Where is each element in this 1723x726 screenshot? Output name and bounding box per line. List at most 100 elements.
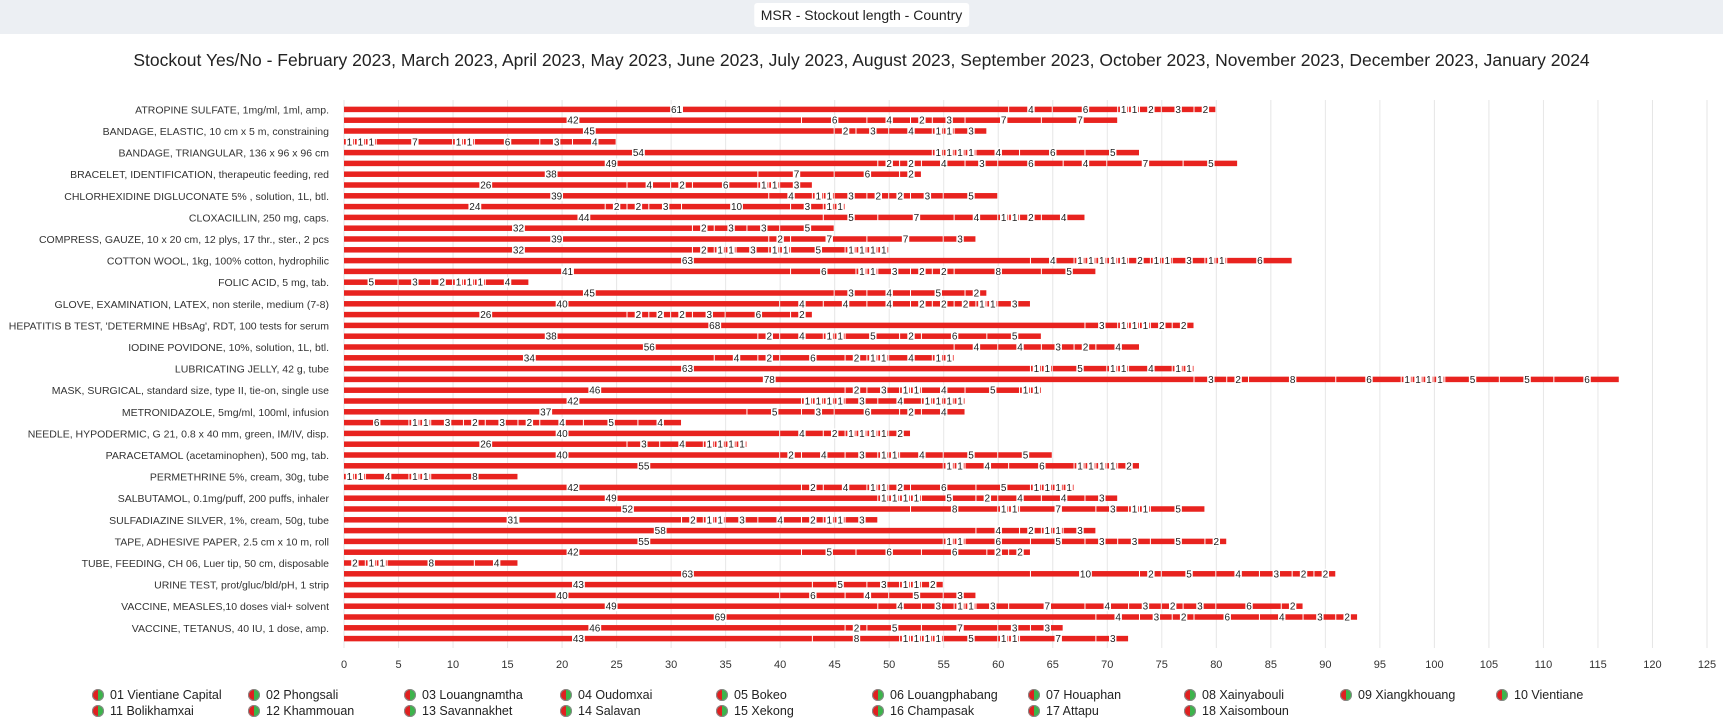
data-label-bg [1174, 104, 1182, 115]
legend-item[interactable]: 14 Salavan [560, 704, 641, 718]
data-label: 3 [641, 440, 647, 451]
legend-item[interactable]: 15 Xekong [716, 704, 794, 718]
data-label-bg [1196, 601, 1204, 612]
data-label: 4 [592, 137, 598, 148]
data-label: 1 [1426, 375, 1432, 386]
legend-item[interactable]: 03 Louangnamtha [404, 688, 523, 702]
data-label-bg [901, 633, 910, 644]
data-label-bg [923, 633, 932, 644]
data-label: 1 [848, 245, 854, 256]
data-label: 4 [647, 181, 653, 192]
data-label: 6 [886, 548, 892, 559]
data-label: 1 [478, 278, 484, 289]
data-label-bg [885, 115, 893, 126]
data-label: 1 [467, 137, 473, 148]
data-label: 4 [941, 159, 947, 170]
data-label: 6 [952, 332, 958, 343]
window-tab[interactable]: MSR - Stockout length - Country [753, 3, 970, 27]
data-label: 3 [499, 418, 505, 429]
data-label: 26 [480, 440, 492, 451]
data-label-bg [901, 234, 910, 244]
data-label-bg [1076, 363, 1084, 374]
data-label-bg [956, 396, 964, 406]
data-label-bg [479, 309, 493, 320]
data-label-bg [1032, 385, 1041, 396]
data-label: 4 [799, 429, 805, 440]
x-tick-label: 120 [1643, 659, 1661, 671]
data-label-bg [438, 277, 446, 288]
data-label: 26 [480, 181, 492, 192]
legend-item[interactable]: 09 Xiangkhouang [1340, 688, 1455, 702]
data-label: 6 [1050, 148, 1056, 159]
data-label-bg [1098, 255, 1106, 266]
data-label: 2 [1214, 537, 1220, 548]
data-label-bg [841, 126, 850, 136]
data-label-bg [512, 223, 525, 234]
data-label-bg [621, 504, 634, 514]
data-label: 5 [870, 332, 876, 343]
legend-item[interactable]: 16 Champasak [872, 704, 974, 718]
data-label: 3 [881, 386, 887, 397]
data-label-bg [1109, 147, 1117, 158]
data-label-bg [1076, 115, 1084, 126]
legend-item[interactable]: 12 Khammouan [248, 704, 354, 718]
data-label-bg [825, 396, 833, 406]
stockout-bar-chart: 0 5 10 15 20 25 30 35 40 45 50 55 60 65 70 75 80 85 90 95 10… [9, 100, 1716, 671]
data-label: 38 [546, 170, 558, 181]
data-label-bg [1059, 212, 1068, 223]
data-label: 1 [423, 418, 429, 429]
data-label: 1 [837, 332, 843, 343]
data-label: 2 [963, 299, 969, 310]
legend-item[interactable]: 17 Attapu [1028, 704, 1099, 718]
data-label-bg [468, 201, 482, 212]
data-label-bg [885, 288, 893, 298]
data-label: 2 [1126, 461, 1132, 472]
data-label: 7 [1077, 116, 1083, 127]
legend-item[interactable]: 07 Houaphan [1028, 688, 1121, 702]
data-label: 3 [663, 202, 669, 213]
data-label-bg [1119, 255, 1128, 266]
legend-item[interactable]: 01 Vientiane Capital [92, 688, 222, 702]
y-tick-label: URINE TEST, prot/gluc/bld/pH, 1 strip [154, 580, 329, 592]
legend-item[interactable]: 11 Bolikhamxai [92, 704, 194, 718]
data-label-bg [918, 450, 926, 460]
data-label-bg [1141, 601, 1150, 612]
legend-item[interactable]: 10 Vientiane [1496, 688, 1583, 702]
data-label-bg [1087, 460, 1095, 471]
legend-item[interactable]: 05 Bokeo [716, 688, 787, 702]
data-label-bg [1010, 331, 1019, 342]
data-label-bg [771, 180, 779, 190]
data-label-bg [727, 223, 735, 234]
data-label: 3 [870, 127, 876, 138]
data-label: 1 [903, 634, 909, 645]
x-tick-label: 40 [774, 659, 786, 671]
data-label-bg [934, 633, 942, 644]
data-label: 1 [358, 137, 364, 148]
data-label-bg [809, 590, 817, 601]
data-label-bg [656, 417, 664, 428]
legend-item[interactable]: 04 Oudomxai [560, 688, 652, 702]
data-label-bg [1147, 363, 1155, 374]
data-label-bg [1109, 255, 1117, 266]
data-label: 2 [766, 332, 772, 343]
data-label: 1 [914, 634, 920, 645]
legend-item[interactable]: 18 Xaisomboun [1184, 704, 1289, 718]
legend-item[interactable]: 08 Xainyabouli [1184, 688, 1284, 702]
data-label-bg [1403, 374, 1411, 385]
data-label-bg [732, 352, 741, 363]
data-label: 38 [546, 332, 558, 343]
data-label-bg [825, 201, 833, 212]
data-label: 1 [957, 148, 963, 159]
legend-item[interactable]: 02 Phongsali [248, 688, 338, 702]
legend-item[interactable]: 06 Louangphabang [872, 688, 998, 702]
data-label-bg [1114, 342, 1122, 352]
data-label-bg [1218, 255, 1226, 266]
data-label-bg [923, 190, 932, 201]
data-label: 1 [870, 483, 876, 494]
data-label-bg [1109, 504, 1117, 514]
data-label: 4 [919, 451, 925, 462]
legend-item[interactable]: 13 Savannakhet [404, 704, 512, 718]
data-label: 5 [1012, 332, 1018, 343]
data-label-bg [1343, 612, 1351, 622]
data-label: 1 [957, 397, 963, 408]
